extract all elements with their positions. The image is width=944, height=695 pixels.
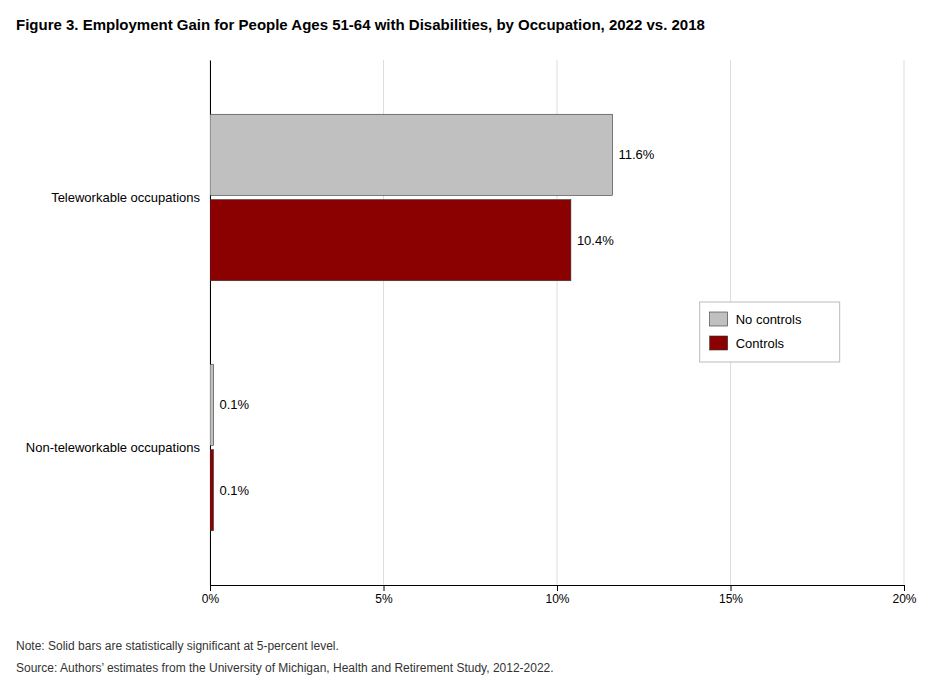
y-tick: Non-teleworkable occupations <box>26 440 201 455</box>
x-tick: 5% <box>375 585 393 606</box>
y-axis: Teleworkable occupations Non-teleworkable… <box>26 61 211 586</box>
chart-container: Figure 3. Employment Gain for People Age… <box>0 0 944 695</box>
x-tick-label: 20% <box>892 592 916 606</box>
legend-frame <box>700 302 840 362</box>
x-tick-label: 0% <box>202 592 220 606</box>
bar <box>210 200 571 281</box>
x-tick-mark <box>210 585 211 591</box>
x-tick: 20% <box>892 585 916 606</box>
x-tick-label: 10% <box>545 592 569 606</box>
y-tick-label: Teleworkable occupations <box>51 190 200 205</box>
x-tick-label: 5% <box>375 592 393 606</box>
plot-area: 0% 5% 10% 15% 20% Teleworkable occupations Non… <box>26 60 917 606</box>
annotation: Note: Solid bars are statistically signi… <box>16 639 339 653</box>
x-tick-mark <box>384 585 385 591</box>
grid <box>210 60 904 585</box>
data-label: 10.4% <box>577 233 614 248</box>
legend-swatch <box>710 312 728 326</box>
data-labels: 11.6% 0.1% 10.4% 0.1% <box>219 147 654 497</box>
bar <box>210 364 213 445</box>
legend-label: No controls <box>736 312 802 327</box>
x-tick-mark <box>557 585 558 591</box>
annotation: Source: Authors’ estimates from the Univ… <box>16 661 554 675</box>
bars <box>210 114 613 530</box>
data-label: 11.6% <box>619 147 655 162</box>
x-axis: 0% 5% 10% 15% 20% <box>202 585 917 606</box>
axis-domain <box>211 586 905 592</box>
data-label: 0.1% <box>219 483 249 498</box>
x-tick: 10% <box>545 585 569 606</box>
x-tick-label: 15% <box>719 592 743 606</box>
title: Figure 3. Employment Gain for People Age… <box>16 16 705 33</box>
grid-line <box>904 60 905 585</box>
legend-swatch <box>710 336 728 350</box>
data-label: 0.1% <box>219 397 249 412</box>
legend-label: Controls <box>736 336 785 351</box>
chart-svg: Figure 3. Employment Gain for People Age… <box>0 0 944 695</box>
x-tick-mark <box>731 585 732 591</box>
legend: No controls Controls <box>700 302 840 362</box>
y-tick: Teleworkable occupations <box>51 190 200 205</box>
bar <box>210 114 613 195</box>
x-tick: 15% <box>719 585 743 606</box>
y-tick-label: Non-teleworkable occupations <box>26 440 201 455</box>
x-tick: 0% <box>202 585 220 606</box>
bar <box>210 450 213 531</box>
x-tick-mark <box>904 585 905 591</box>
